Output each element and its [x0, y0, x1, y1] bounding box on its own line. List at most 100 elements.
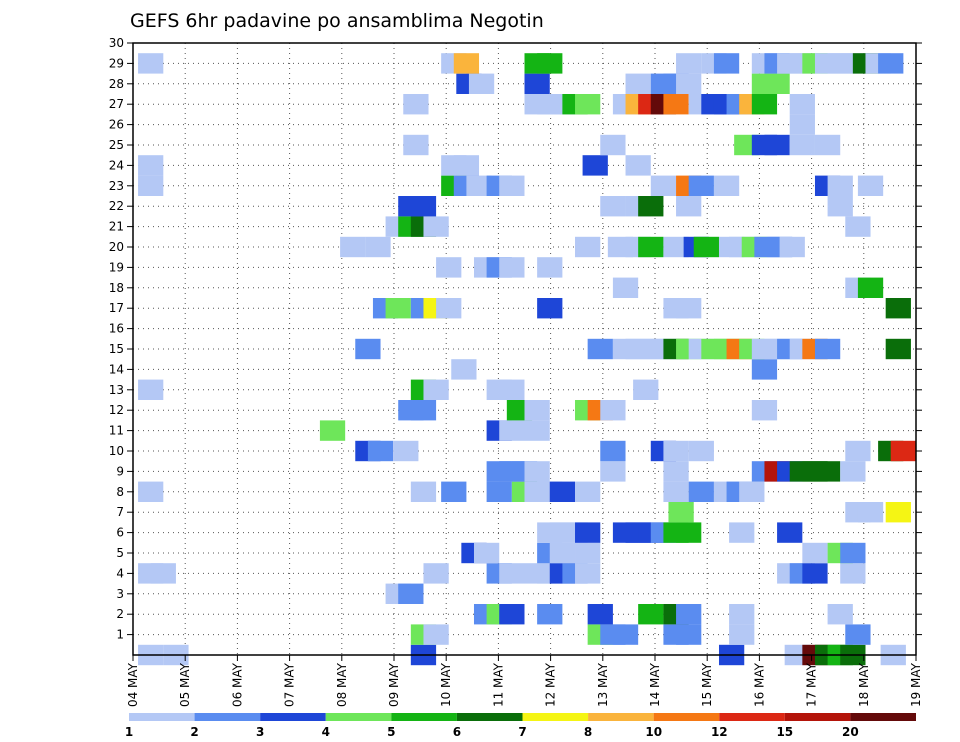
- heatmap-cell: [676, 624, 702, 645]
- heatmap-cell: [663, 94, 689, 115]
- y-tick-label: 23: [109, 179, 124, 193]
- y-tick-label: 8: [116, 485, 124, 499]
- heatmap-cell: [486, 481, 512, 502]
- heatmap-cell: [403, 94, 429, 115]
- x-axis: 04 MAY 05 MAY 06 MAY 07 MAY 08 MAY 09 MAY 10 M…: [126, 655, 923, 707]
- colorbar-swatch: [391, 713, 457, 721]
- heatmap-cell: [713, 175, 740, 196]
- heatmap-cell: [676, 522, 702, 543]
- heatmap-cell: [600, 196, 626, 217]
- heatmap-cell: [319, 420, 346, 441]
- x-tick-label: 12 MAY: [544, 662, 558, 707]
- heatmap-cell: [499, 379, 525, 400]
- heatmap-cell: [663, 481, 689, 502]
- colorbar-label: 1: [125, 725, 133, 739]
- heatmap-cell: [650, 175, 677, 196]
- colorbar-label: 3: [256, 725, 264, 739]
- heatmap-cell: [840, 542, 866, 564]
- heatmap-cell: [537, 53, 563, 74]
- heatmap-cell: [827, 175, 853, 196]
- colorbar-label: 6: [453, 725, 461, 739]
- heatmap-cell: [403, 134, 429, 156]
- y-tick-label: 7: [116, 505, 124, 519]
- y-tick-label: 18: [109, 281, 124, 295]
- heatmap-cell: [751, 94, 778, 115]
- heatmap-cell: [638, 236, 664, 258]
- heatmap-cell: [600, 461, 626, 482]
- heatmap-cell: [138, 481, 164, 502]
- chart-title: GEFS 6hr padavine po ansamblima Negotin: [130, 10, 544, 32]
- y-tick-label: 25: [109, 138, 124, 152]
- x-tick-label: 04 MAY: [126, 662, 140, 707]
- heatmap-cell: [367, 440, 394, 462]
- heatmap-cell: [582, 155, 608, 176]
- heatmap-cell: [676, 298, 702, 319]
- heatmap-cell: [524, 461, 550, 482]
- heatmap-cell: [436, 257, 462, 278]
- heatmap-cell: [827, 604, 853, 625]
- heatmap-cell: [885, 298, 911, 319]
- heatmap-cell: [587, 338, 613, 360]
- heatmap-cell: [676, 196, 702, 217]
- colorbar-label: 15: [776, 725, 793, 739]
- x-tick-label: 15 MAY: [700, 662, 714, 707]
- heatmap-cell: [612, 277, 639, 298]
- heatmap-cell: [779, 236, 805, 258]
- heatmap-cell: [663, 236, 689, 258]
- colorbar-swatch: [194, 713, 261, 721]
- heatmap-cell: [138, 175, 164, 196]
- colorbar-label: 20: [842, 725, 859, 739]
- heatmap-cell: [537, 257, 563, 278]
- colorbar-swatch: [719, 713, 785, 721]
- heatmap-cell: [499, 257, 525, 278]
- heatmap-cell: [802, 563, 828, 584]
- colorbar-label: 7: [518, 725, 526, 739]
- heatmap-cell: [549, 542, 576, 564]
- heatmap-cell: [385, 298, 411, 319]
- heatmap-cell: [453, 155, 480, 176]
- heatmap-cell: [340, 236, 366, 258]
- colorbar-swatch: [850, 713, 916, 721]
- heatmap-cell: [499, 604, 525, 625]
- colorbar-swatch: [784, 713, 851, 721]
- colorbar-label: 4: [322, 725, 330, 739]
- x-tick-label: 18 MAY: [857, 662, 871, 707]
- heatmap-cell: [423, 216, 449, 237]
- colorbar-swatch: [588, 713, 654, 721]
- heatmap-cell: [693, 236, 719, 258]
- heatmap-cell: [423, 379, 449, 400]
- heatmap-cell: [365, 236, 391, 258]
- heatmap-cell: [138, 155, 164, 176]
- y-tick-label: 29: [109, 56, 124, 70]
- heatmap-cell: [453, 53, 480, 74]
- heatmap-cell: [398, 583, 424, 604]
- colorbar-label: 2: [190, 725, 198, 739]
- heatmap-cell: [393, 440, 419, 462]
- heatmap-cell: [840, 563, 866, 584]
- heatmap-cell: [410, 196, 437, 217]
- y-tick-label: 26: [109, 118, 124, 132]
- heatmap-cell: [688, 440, 714, 462]
- heatmap-cell: [638, 604, 664, 625]
- heatmap-cell: [575, 563, 601, 584]
- heatmap-cell: [524, 73, 550, 94]
- x-tick-label: 17 MAY: [805, 662, 819, 707]
- heatmap-cell: [410, 481, 437, 502]
- grid-lines: [133, 43, 916, 655]
- heatmap-cell: [789, 134, 815, 156]
- heatmap-cell: [468, 73, 495, 94]
- heatmap-cell: [751, 400, 778, 421]
- heatmap-cell: [600, 400, 626, 421]
- y-tick-label: 9: [116, 464, 124, 478]
- y-tick-label: 6: [116, 526, 124, 540]
- heatmap-cell: [355, 338, 381, 360]
- heatmap-cell: [688, 175, 714, 196]
- heatmap-cell: [845, 624, 871, 645]
- heatmap-cell: [777, 522, 803, 543]
- y-tick-label: 14: [109, 362, 124, 376]
- x-tick-label: 13 MAY: [596, 662, 610, 707]
- heatmap-cell: [789, 114, 815, 135]
- y-tick-label: 20: [109, 240, 124, 254]
- y-tick-label: 1: [116, 628, 124, 642]
- heatmap-cell: [451, 359, 477, 380]
